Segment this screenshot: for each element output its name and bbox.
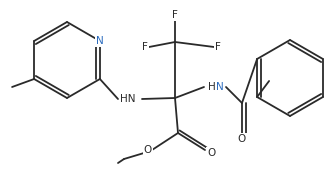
Text: O: O	[144, 145, 152, 155]
Text: O: O	[207, 148, 215, 158]
Text: HN: HN	[120, 94, 136, 104]
Text: F: F	[172, 10, 178, 20]
Text: N: N	[96, 36, 104, 46]
Text: F: F	[142, 42, 148, 52]
Text: F: F	[215, 42, 221, 52]
Text: O: O	[238, 134, 246, 144]
Text: H: H	[208, 82, 216, 92]
Text: N: N	[216, 82, 224, 92]
